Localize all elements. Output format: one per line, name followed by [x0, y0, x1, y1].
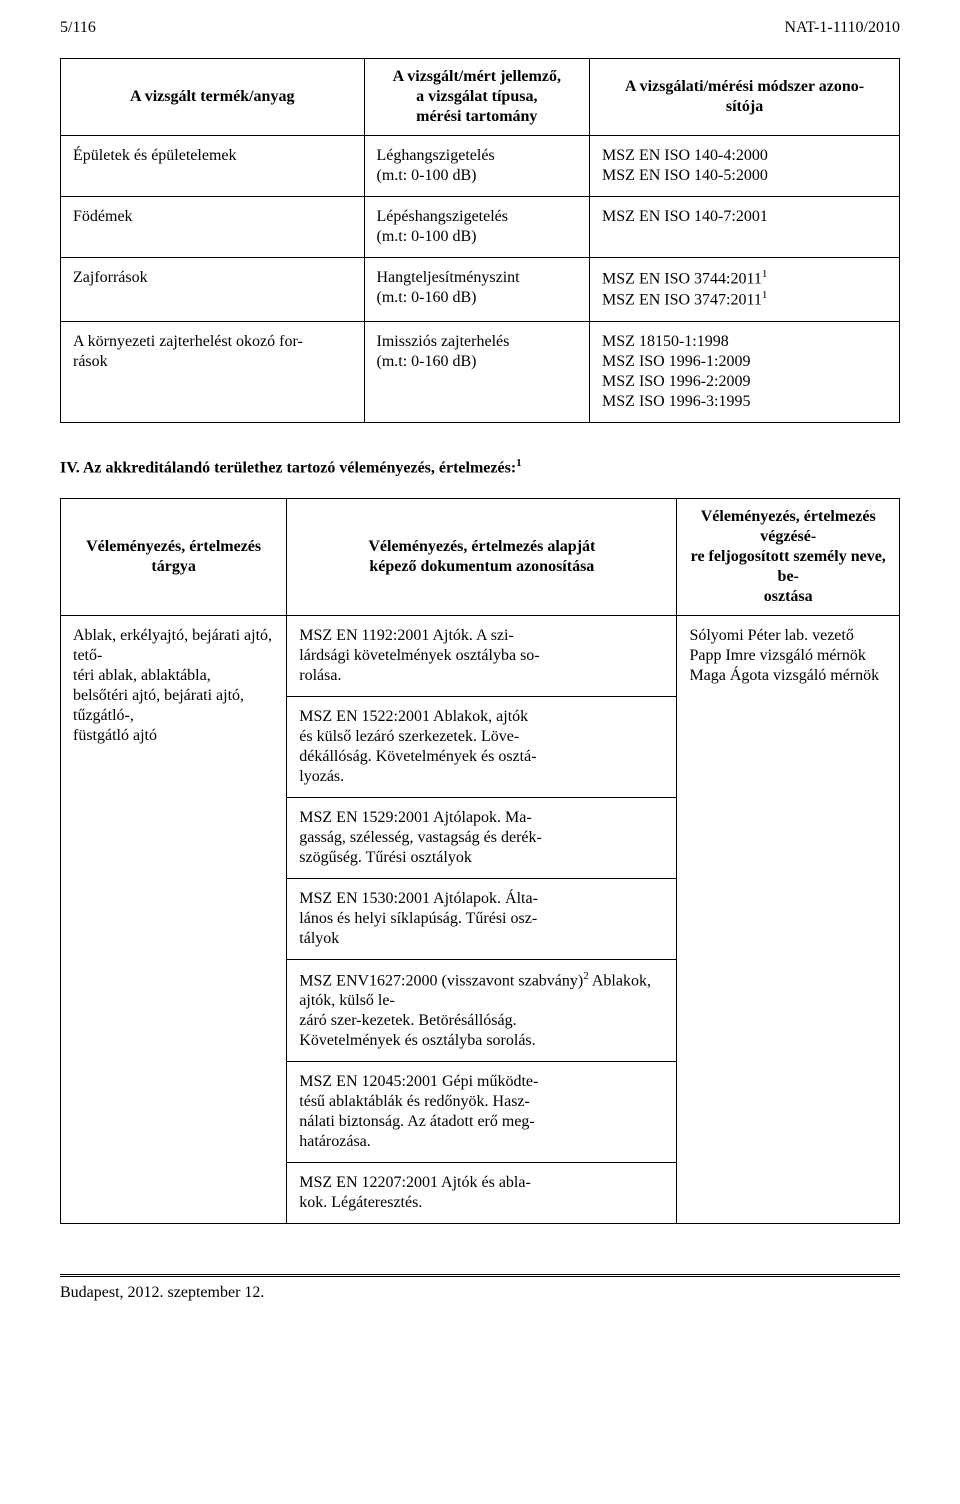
cell: MSZ 18150-1:1998MSZ ISO 1996-1:2009MSZ I… [590, 321, 900, 422]
cell: MSZ EN 1530:2001 Ajtólapok. Álta-lános é… [287, 878, 677, 959]
cell: Sólyomi Péter lab. vezetőPapp Imre vizsg… [677, 615, 900, 1223]
cell: MSZ EN 12207:2001 Ajtók és abla-kok. Lég… [287, 1163, 677, 1224]
header-left: 5/116 [60, 18, 96, 38]
cell: MSZ EN ISO 140-7:2001 [590, 197, 900, 258]
cell: Épületek és épületelemek [61, 136, 365, 197]
table-2: Véleményezés, értelmezés tárgyaVéleménye… [60, 498, 900, 1224]
cell: MSZ EN 1522:2001 Ablakok, ajtókés külső … [287, 696, 677, 797]
table-header: Véleményezés, értelmezés tárgya [61, 498, 287, 615]
cell: MSZ ENV1627:2000 (visszavont szabvány)2 … [287, 959, 677, 1061]
cell: Léghangszigetelés(m.t: 0-100 dB) [364, 136, 590, 197]
table-row: Épületek és épületelemekLéghangszigetelé… [61, 136, 900, 197]
cell: Hangteljesítményszint(m.t: 0-160 dB) [364, 258, 590, 322]
table-row: A környezeti zajterhelést okozó for-ráso… [61, 321, 900, 422]
cell: A környezeti zajterhelést okozó for-ráso… [61, 321, 365, 422]
cell: Zajforrások [61, 258, 365, 322]
table-header: A vizsgált termék/anyag [61, 59, 365, 136]
footer-divider [60, 1274, 900, 1277]
cell: MSZ EN 12045:2001 Gépi működte-tésű abla… [287, 1062, 677, 1163]
cell: MSZ EN 1529:2001 Ajtólapok. Ma-gasság, s… [287, 797, 677, 878]
table-header: Véleményezés, értelmezés alapjátképező d… [287, 498, 677, 615]
cell: Imissziós zajterhelés(m.t: 0-160 dB) [364, 321, 590, 422]
cell: Födémek [61, 197, 365, 258]
footer-text: Budapest, 2012. szeptember 12. [60, 1283, 900, 1303]
table-header: Véleményezés, értelmezés végzésé-re felj… [677, 498, 900, 615]
table-row: FödémekLépéshangszigetelés(m.t: 0-100 dB… [61, 197, 900, 258]
cell: MSZ EN ISO 3744:20111MSZ EN ISO 3747:201… [590, 258, 900, 322]
header-right: NAT-1-1110/2010 [784, 18, 900, 38]
cell: MSZ EN ISO 140-4:2000MSZ EN ISO 140-5:20… [590, 136, 900, 197]
table-row: Ablak, erkélyajtó, bejárati ajtó, tető-t… [61, 615, 900, 696]
table-1: A vizsgált termék/anyagA vizsgált/mért j… [60, 58, 900, 423]
section-4-title: IV. Az akkreditálandó területhez tartozó… [60, 457, 900, 478]
cell: Lépéshangszigetelés(m.t: 0-100 dB) [364, 197, 590, 258]
cell: Ablak, erkélyajtó, bejárati ajtó, tető-t… [61, 615, 287, 1223]
table-header: A vizsgált/mért jellemző,a vizsgálat típ… [364, 59, 590, 136]
table-row: ZajforrásokHangteljesítményszint(m.t: 0-… [61, 258, 900, 322]
cell: MSZ EN 1192:2001 Ajtók. A szi-lárdsági k… [287, 615, 677, 696]
page-header: 5/116 NAT-1-1110/2010 [60, 0, 900, 38]
table-header: A vizsgálati/mérési módszer azono-sítója [590, 59, 900, 136]
